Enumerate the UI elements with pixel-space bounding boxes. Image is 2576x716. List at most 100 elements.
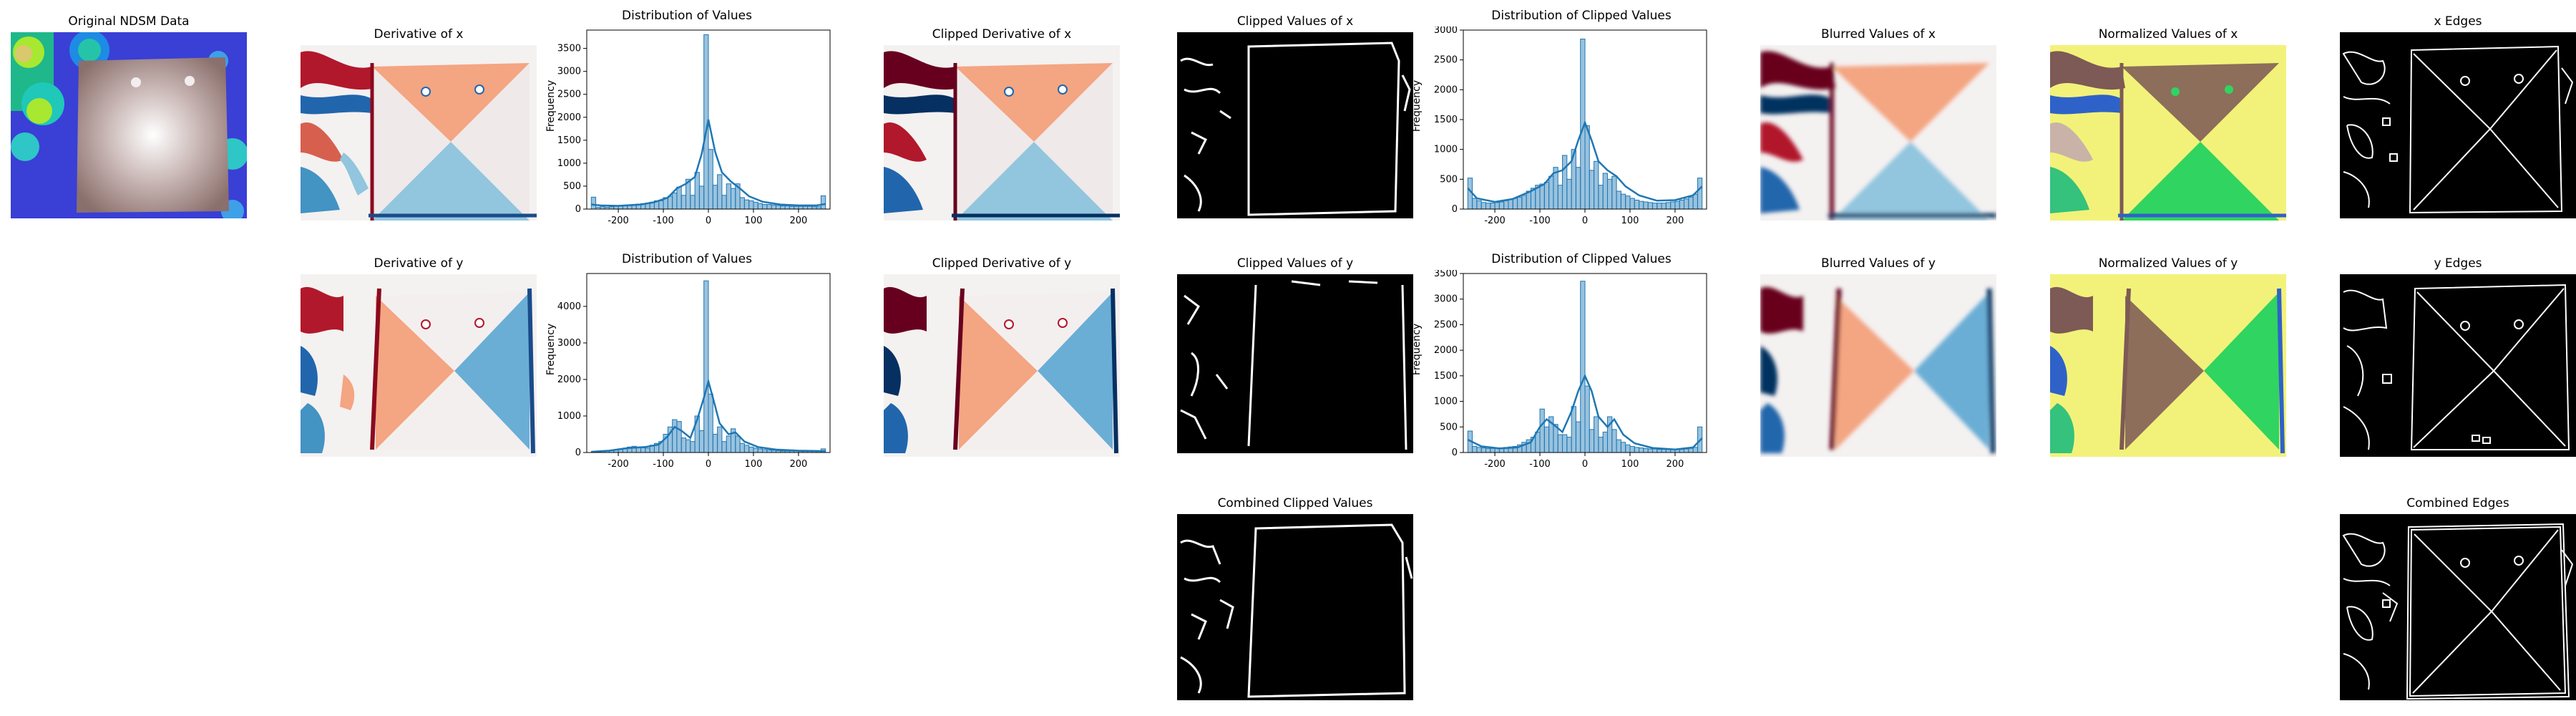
histogram-bar bbox=[1508, 199, 1513, 210]
y-tick-label: 3500 bbox=[557, 44, 581, 54]
combined-clipped-image bbox=[1177, 514, 1413, 700]
histogram-bar bbox=[1594, 416, 1599, 453]
histogram-bar bbox=[672, 193, 678, 210]
histogram-bar bbox=[1476, 200, 1482, 210]
x-tick-label: -100 bbox=[653, 216, 674, 226]
histogram-bar bbox=[730, 188, 736, 210]
histogram-bar bbox=[680, 437, 687, 453]
normalized-x-image bbox=[2050, 45, 2286, 221]
histogram-bar bbox=[1634, 447, 1640, 453]
histogram-bar bbox=[1611, 175, 1617, 210]
y-tick-label: 0 bbox=[1452, 448, 1458, 458]
y-tick-label: 1000 bbox=[1434, 397, 1458, 407]
histogram-bar bbox=[1692, 193, 1698, 210]
histogram-bar bbox=[1657, 203, 1662, 210]
y-tick-label: 3000 bbox=[1434, 26, 1458, 36]
x-tick-label: -100 bbox=[653, 459, 674, 470]
histogram-bar bbox=[1498, 201, 1505, 210]
kde-line bbox=[1467, 120, 1703, 203]
histogram-bar bbox=[1575, 167, 1581, 210]
histogram-bar bbox=[708, 149, 713, 210]
histogram-bar bbox=[694, 172, 700, 210]
histogram-bar bbox=[1566, 178, 1572, 210]
histogram-bar bbox=[802, 205, 809, 210]
histogram-bar bbox=[820, 195, 826, 210]
x-tick-label: 100 bbox=[1621, 216, 1639, 226]
x-tick-label: 100 bbox=[745, 216, 763, 226]
y-tick-label: 3000 bbox=[557, 67, 581, 77]
histogram-bar bbox=[613, 205, 619, 210]
histogram-bar bbox=[726, 183, 731, 210]
histogram-bar bbox=[1557, 185, 1563, 210]
y-tick-label: 1000 bbox=[557, 158, 581, 169]
y-tick-label: 2000 bbox=[1434, 84, 1458, 95]
histogram-bar bbox=[1589, 170, 1595, 210]
histogram-bar bbox=[743, 199, 750, 210]
panel-title-y-edges: y Edges bbox=[2434, 256, 2482, 271]
y-tick-label: 4000 bbox=[557, 301, 581, 312]
histogram-bar bbox=[1490, 448, 1496, 453]
x-tick-label: -100 bbox=[1529, 216, 1551, 226]
y-tick-label: 2500 bbox=[1434, 319, 1458, 330]
histogram-bar bbox=[780, 205, 786, 210]
histogram-bar bbox=[1480, 202, 1486, 210]
histogram-bar bbox=[757, 203, 763, 210]
histogram-bar bbox=[1639, 200, 1644, 210]
ndsm-image bbox=[11, 32, 247, 218]
histogram-bar bbox=[1661, 203, 1667, 210]
histogram-bar bbox=[1571, 406, 1576, 453]
histogram-bar bbox=[1543, 426, 1550, 453]
histogram-bar bbox=[789, 205, 795, 210]
panel-title-normalized-x: Normalized Values of x bbox=[2098, 27, 2238, 42]
histogram-bar bbox=[766, 449, 772, 453]
histogram-bar bbox=[721, 195, 727, 210]
panel-title-original: Original NDSM Data bbox=[68, 14, 190, 29]
y-edges-image bbox=[2340, 274, 2576, 457]
histogram-bar bbox=[1485, 448, 1491, 453]
histogram-bar bbox=[1490, 203, 1496, 210]
y-tick-label: 1500 bbox=[557, 135, 581, 146]
kde-line bbox=[591, 119, 826, 207]
histogram-bar bbox=[1616, 439, 1621, 453]
histogram-bar bbox=[1584, 385, 1590, 453]
histogram-bar bbox=[1670, 201, 1676, 210]
histogram-bar bbox=[1616, 190, 1621, 210]
histogram-bar bbox=[1629, 198, 1635, 210]
blurred-y-image bbox=[1760, 274, 1996, 457]
y-tick-label: 2000 bbox=[557, 374, 581, 385]
histogram-bar bbox=[712, 185, 718, 210]
histogram-bar bbox=[712, 433, 718, 453]
y-tick-label: 3500 bbox=[1434, 270, 1458, 279]
histogram-bar bbox=[717, 174, 723, 210]
x-edges-image bbox=[2340, 32, 2576, 218]
histogram-bar bbox=[1625, 195, 1631, 210]
histogram-bar bbox=[1661, 449, 1667, 453]
histogram-bar bbox=[1634, 200, 1640, 210]
panel-title-derivative-y: Derivative of y bbox=[374, 256, 464, 271]
hist4-chart: -200 -100 0 100 2000500100015002000250030003… bbox=[1434, 270, 1707, 470]
histogram-bar bbox=[1629, 445, 1635, 453]
clipped-values-y-image bbox=[1177, 274, 1413, 453]
histogram-bar bbox=[1688, 448, 1694, 453]
hist2-title: Distribution of Values bbox=[622, 252, 752, 266]
x-tick-label: 100 bbox=[1621, 459, 1639, 470]
histogram-bar bbox=[1688, 196, 1694, 210]
y-tick-label: 1000 bbox=[1434, 145, 1458, 155]
histogram-bar bbox=[1606, 178, 1613, 210]
histogram-bar bbox=[1684, 448, 1689, 453]
y-tick-label: 2000 bbox=[1434, 345, 1458, 356]
histogram-bar bbox=[1485, 203, 1491, 210]
x-tick-label: -200 bbox=[1484, 216, 1506, 226]
histogram-bar bbox=[1521, 195, 1527, 210]
histogram-bar bbox=[1647, 448, 1653, 453]
x-tick-label: -100 bbox=[1529, 459, 1551, 470]
histogram-bar bbox=[771, 204, 776, 210]
histogram-bar bbox=[748, 200, 754, 210]
x-tick-label: -200 bbox=[608, 459, 629, 470]
y-tick-label: 1500 bbox=[1434, 115, 1458, 125]
y-tick-label: 2000 bbox=[557, 112, 581, 123]
histogram-bar bbox=[784, 205, 790, 210]
